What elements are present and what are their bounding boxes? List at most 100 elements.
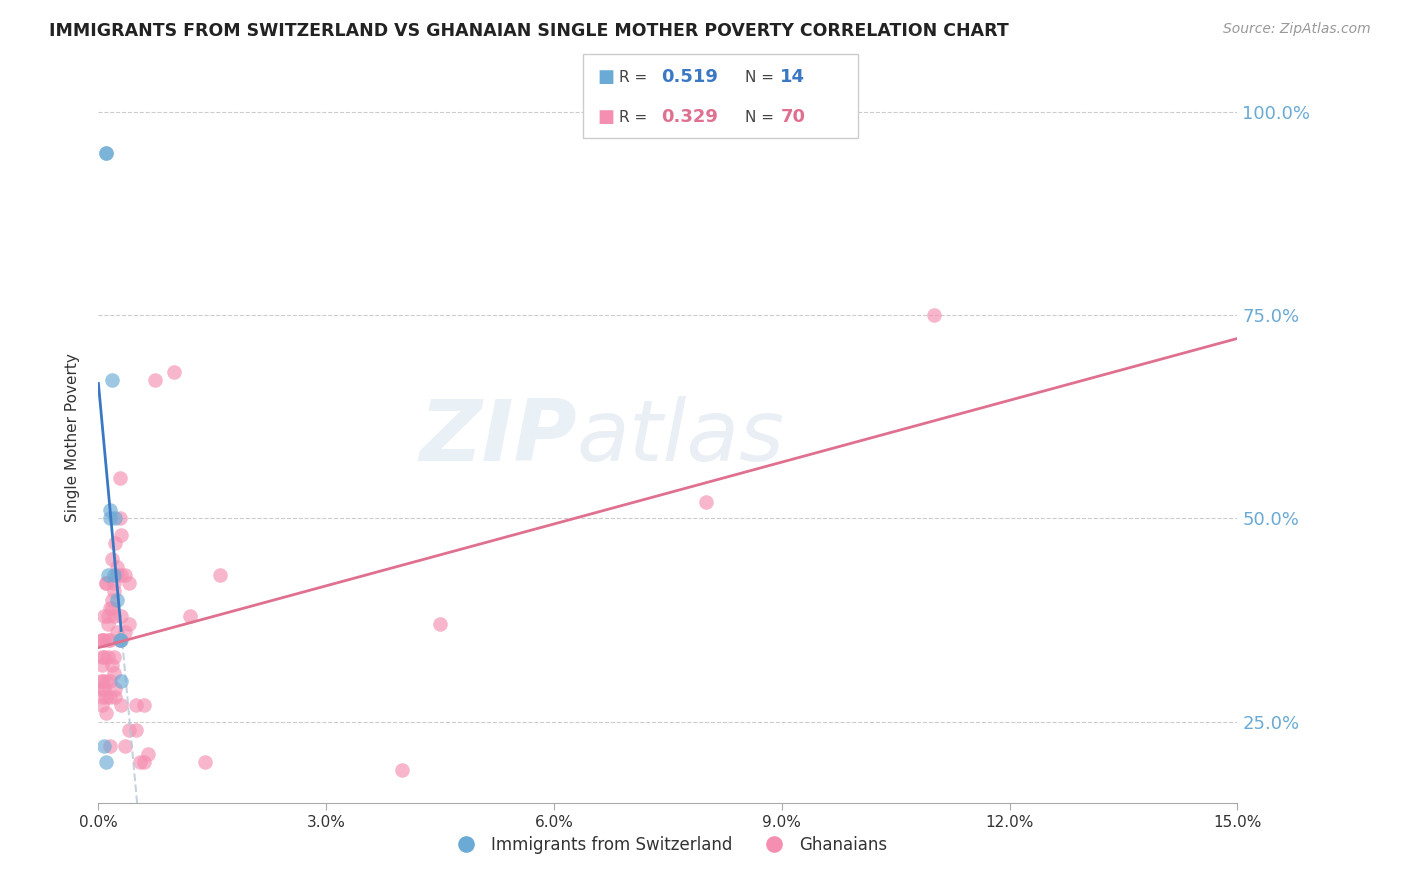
Point	[101, 600, 124, 615]
Point	[91, 649, 114, 664]
Point	[104, 511, 127, 525]
Point	[104, 535, 127, 549]
Point	[94, 673, 117, 688]
Point	[695, 495, 717, 509]
Point	[103, 576, 125, 591]
Text: IMMIGRANTS FROM SWITZERLAND VS GHANAIAN SINGLE MOTHER POVERTY CORRELATION CHART: IMMIGRANTS FROM SWITZERLAND VS GHANAIAN …	[49, 22, 1010, 40]
Point	[118, 617, 141, 632]
Point	[104, 690, 127, 705]
Text: N =: N =	[745, 70, 779, 85]
Point	[103, 608, 125, 623]
Point	[98, 690, 121, 705]
Point	[93, 739, 115, 753]
Point	[107, 560, 129, 574]
Point	[91, 698, 114, 713]
Point	[110, 568, 132, 582]
Point	[103, 665, 125, 680]
Point	[93, 633, 115, 648]
Text: ■: ■	[598, 108, 614, 126]
Point	[96, 608, 118, 623]
Point	[94, 576, 117, 591]
Text: atlas: atlas	[576, 395, 785, 479]
Point	[103, 568, 125, 582]
Text: 0.329: 0.329	[661, 108, 717, 126]
Point	[101, 373, 124, 387]
Point	[94, 706, 117, 721]
Point	[91, 673, 114, 688]
Text: R =: R =	[619, 70, 652, 85]
Point	[91, 633, 114, 648]
Point	[101, 592, 124, 607]
Point	[114, 625, 136, 640]
Point	[108, 511, 131, 525]
Text: ■: ■	[598, 69, 614, 87]
Point	[91, 633, 114, 648]
Text: 70: 70	[780, 108, 806, 126]
Point	[98, 511, 121, 525]
Point	[91, 657, 114, 672]
Point	[110, 608, 132, 623]
Point	[129, 755, 152, 769]
Point	[91, 673, 114, 688]
Point	[103, 649, 125, 664]
Point	[96, 617, 118, 632]
Point	[110, 527, 132, 541]
Point	[132, 698, 155, 713]
Point	[125, 698, 148, 713]
Point	[107, 592, 129, 607]
Point	[118, 723, 141, 737]
Point	[108, 633, 131, 648]
Point	[101, 552, 124, 566]
Point	[93, 681, 115, 696]
Point	[922, 308, 945, 322]
Legend: Immigrants from Switzerland, Ghanaians: Immigrants from Switzerland, Ghanaians	[443, 829, 893, 860]
Point	[98, 739, 121, 753]
Point	[101, 657, 124, 672]
Point	[98, 633, 121, 648]
Text: Source: ZipAtlas.com: Source: ZipAtlas.com	[1223, 22, 1371, 37]
Point	[96, 568, 118, 582]
Point	[96, 633, 118, 648]
Point	[98, 503, 121, 517]
Text: 14: 14	[780, 69, 806, 87]
Point	[110, 633, 132, 648]
Point	[136, 747, 159, 761]
Point	[91, 690, 114, 705]
Point	[132, 755, 155, 769]
Point	[93, 649, 115, 664]
Point	[110, 698, 132, 713]
Point	[429, 617, 451, 632]
Point	[118, 576, 141, 591]
Text: R =: R =	[619, 110, 652, 125]
Point	[107, 625, 129, 640]
Point	[208, 568, 231, 582]
Point	[125, 723, 148, 737]
Text: N =: N =	[745, 110, 779, 125]
Point	[163, 365, 186, 379]
Point	[108, 633, 131, 648]
Point	[94, 755, 117, 769]
Point	[103, 584, 125, 599]
Point	[194, 755, 217, 769]
Point	[93, 608, 115, 623]
Point	[179, 608, 201, 623]
Point	[98, 673, 121, 688]
Point	[107, 568, 129, 582]
Point	[91, 681, 114, 696]
Point	[94, 145, 117, 160]
Point	[145, 373, 167, 387]
Point	[94, 576, 117, 591]
Point	[94, 145, 117, 160]
Text: 0.519: 0.519	[661, 69, 717, 87]
Text: ZIP: ZIP	[419, 395, 576, 479]
Y-axis label: Single Mother Poverty: Single Mother Poverty	[65, 352, 80, 522]
Point	[98, 600, 121, 615]
Point	[94, 690, 117, 705]
Point	[110, 673, 132, 688]
Point	[104, 681, 127, 696]
Point	[391, 764, 413, 778]
Point	[114, 739, 136, 753]
Point	[96, 649, 118, 664]
Point	[114, 568, 136, 582]
Point	[108, 471, 131, 485]
